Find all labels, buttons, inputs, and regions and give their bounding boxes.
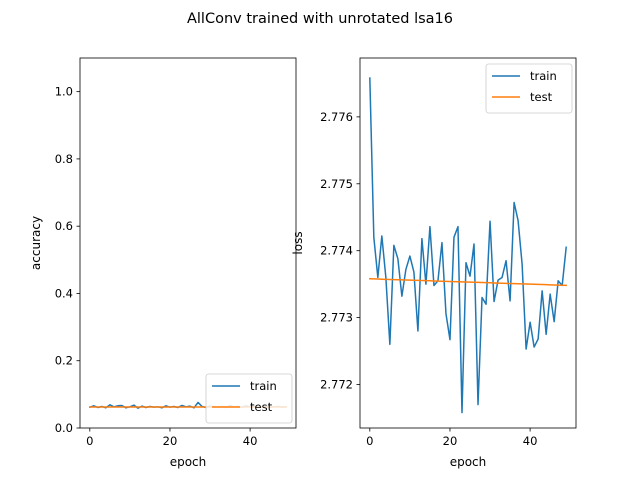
loss-x-tick-label: 0	[366, 434, 373, 448]
accuracy-x-axis-label: epoch	[170, 455, 207, 469]
loss-y-axis-label: loss	[291, 231, 305, 254]
accuracy-y-tick-label: 0.2	[55, 354, 73, 368]
accuracy-y-tick-label: 0.0	[55, 421, 73, 435]
accuracy-x-tick-label: 0	[86, 434, 93, 448]
loss-y-tick-label: 2.775	[320, 177, 353, 191]
loss-plot-area	[360, 58, 576, 428]
loss-x-tick-label: 40	[523, 434, 538, 448]
accuracy-y-tick-label: 0.8	[55, 152, 73, 166]
accuracy-axes-frame	[79, 57, 297, 429]
accuracy-y-tick-label: 0.6	[55, 219, 73, 233]
accuracy-x-tick-label: 40	[243, 434, 258, 448]
loss-y-tick-label: 2.774	[320, 244, 353, 258]
loss-series-test-line	[369, 278, 567, 287]
loss-chart: 0 20 40 2.772 2.773 2.774 2.775 2.776 epoch lo…	[291, 57, 577, 469]
loss-x-ticks: 0 20 40	[366, 428, 537, 448]
loss-series-train-line	[369, 77, 568, 414]
accuracy-y-ticks: 0.0 0.2 0.4 0.6 0.8 1.0	[55, 85, 80, 435]
loss-y-tick-label: 2.772	[320, 378, 353, 392]
loss-y-tick-label: 2.773	[320, 311, 353, 325]
loss-legend: train test	[485, 63, 573, 114]
accuracy-legend-box	[205, 373, 293, 424]
accuracy-legend-train-label: train	[250, 379, 277, 393]
accuracy-x-tick-label: 20	[163, 434, 178, 448]
accuracy-x-ticks: 0 20 40	[86, 428, 257, 448]
accuracy-plot-area	[80, 58, 296, 428]
accuracy-y-tick-label: 0.4	[55, 286, 73, 300]
loss-y-ticks: 2.772 2.773 2.774 2.775 2.776	[320, 110, 360, 392]
loss-x-axis-label: epoch	[450, 455, 487, 469]
loss-legend-test-label: test	[530, 90, 553, 104]
accuracy-y-axis-label: accuracy	[29, 216, 43, 270]
loss-legend-train-label: train	[530, 69, 557, 83]
accuracy-legend-test-label: test	[250, 400, 273, 414]
loss-x-tick-label: 20	[443, 434, 458, 448]
accuracy-y-tick-label: 1.0	[55, 85, 73, 99]
loss-y-tick-label: 2.776	[320, 110, 353, 124]
loss-legend-box	[485, 63, 573, 114]
loss-series-group	[369, 77, 568, 414]
accuracy-legend: train test	[205, 373, 293, 424]
accuracy-chart: 0 20 40 0.00.20.40.60.81.0 epoch accuracy …	[29, 57, 297, 469]
loss-axes-frame	[359, 57, 577, 429]
figure-title: AllConv trained with unrotated lsa16	[187, 11, 453, 27]
